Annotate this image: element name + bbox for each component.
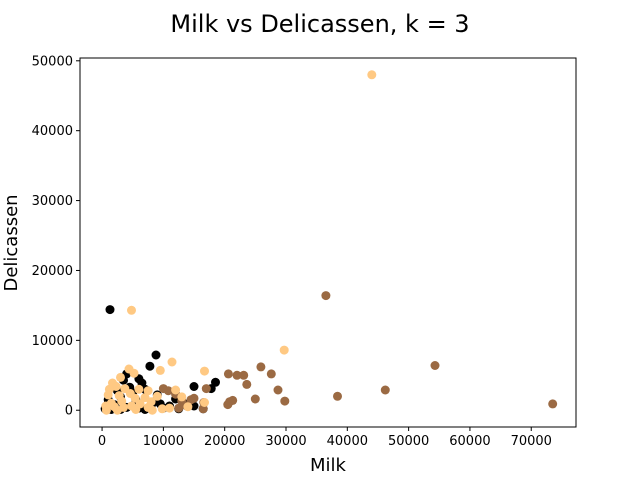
data-point — [151, 350, 161, 360]
data-point — [223, 400, 233, 410]
data-point — [223, 369, 233, 379]
x-axis-label: Milk — [310, 455, 347, 476]
data-point — [200, 366, 209, 376]
data-point — [321, 291, 331, 301]
data-point — [104, 384, 114, 394]
data-point — [380, 385, 390, 395]
series-3 — [101, 70, 377, 415]
y-tick-label: 40000 — [32, 124, 73, 139]
x-tick-label: 50000 — [388, 434, 429, 449]
data-point — [250, 394, 260, 404]
data-point — [211, 377, 220, 387]
x-tick-label: 60000 — [449, 434, 490, 449]
data-point — [152, 391, 162, 401]
x-tick-label: 30000 — [265, 434, 306, 449]
data-point — [101, 405, 111, 415]
data-point — [200, 398, 209, 407]
data-point — [147, 405, 157, 415]
data-point — [186, 395, 196, 405]
data-point — [129, 368, 139, 378]
data-point — [201, 384, 211, 394]
data-point — [111, 382, 121, 391]
data-point — [189, 382, 199, 391]
data-point — [430, 361, 440, 370]
y-axis-ticks: 0 10000 20000 30000 40000 50000 — [32, 54, 80, 419]
y-tick-label: 30000 — [32, 194, 73, 209]
data-point — [134, 384, 144, 394]
y-axis-label: Delicassen — [1, 194, 22, 291]
data-point — [171, 385, 181, 395]
data-point — [143, 386, 153, 396]
x-tick-label: 20000 — [204, 434, 245, 449]
data-point — [157, 404, 167, 414]
x-tick-label: 70000 — [511, 434, 552, 449]
data-point — [158, 384, 168, 394]
x-tick-label: 40000 — [327, 434, 368, 449]
series-2 — [158, 291, 558, 414]
data-point — [279, 345, 289, 355]
x-axis-ticks: 0 10000 20000 30000 40000 50000 60000 70000 — [98, 427, 552, 449]
data-point — [367, 70, 377, 80]
data-point — [112, 405, 122, 415]
y-tick-label: 20000 — [32, 264, 73, 279]
chart-title: Milk vs Delicassen, k = 3 — [170, 10, 469, 38]
data-point — [116, 372, 125, 382]
data-point — [548, 399, 558, 409]
plot-area — [100, 70, 558, 415]
data-point — [145, 361, 155, 371]
data-point — [165, 403, 174, 413]
data-point — [183, 402, 193, 412]
data-point — [239, 370, 249, 380]
x-tick-label: 0 — [98, 434, 106, 449]
data-point — [280, 396, 290, 406]
data-point — [256, 362, 266, 372]
y-tick-label: 0 — [65, 404, 73, 419]
data-point — [167, 357, 177, 367]
data-point — [177, 392, 187, 402]
data-point — [333, 391, 342, 401]
plot-frame — [79, 57, 577, 428]
data-point — [273, 385, 283, 395]
y-tick-label: 50000 — [32, 54, 73, 69]
data-point — [155, 365, 165, 375]
data-point — [131, 405, 141, 414]
x-tick-label: 10000 — [143, 434, 184, 449]
data-point — [105, 305, 115, 315]
y-tick-label: 10000 — [32, 334, 73, 349]
data-point — [127, 305, 136, 315]
data-point — [242, 379, 252, 389]
data-point — [266, 369, 276, 379]
data-point — [232, 370, 242, 380]
data-point — [174, 403, 184, 413]
